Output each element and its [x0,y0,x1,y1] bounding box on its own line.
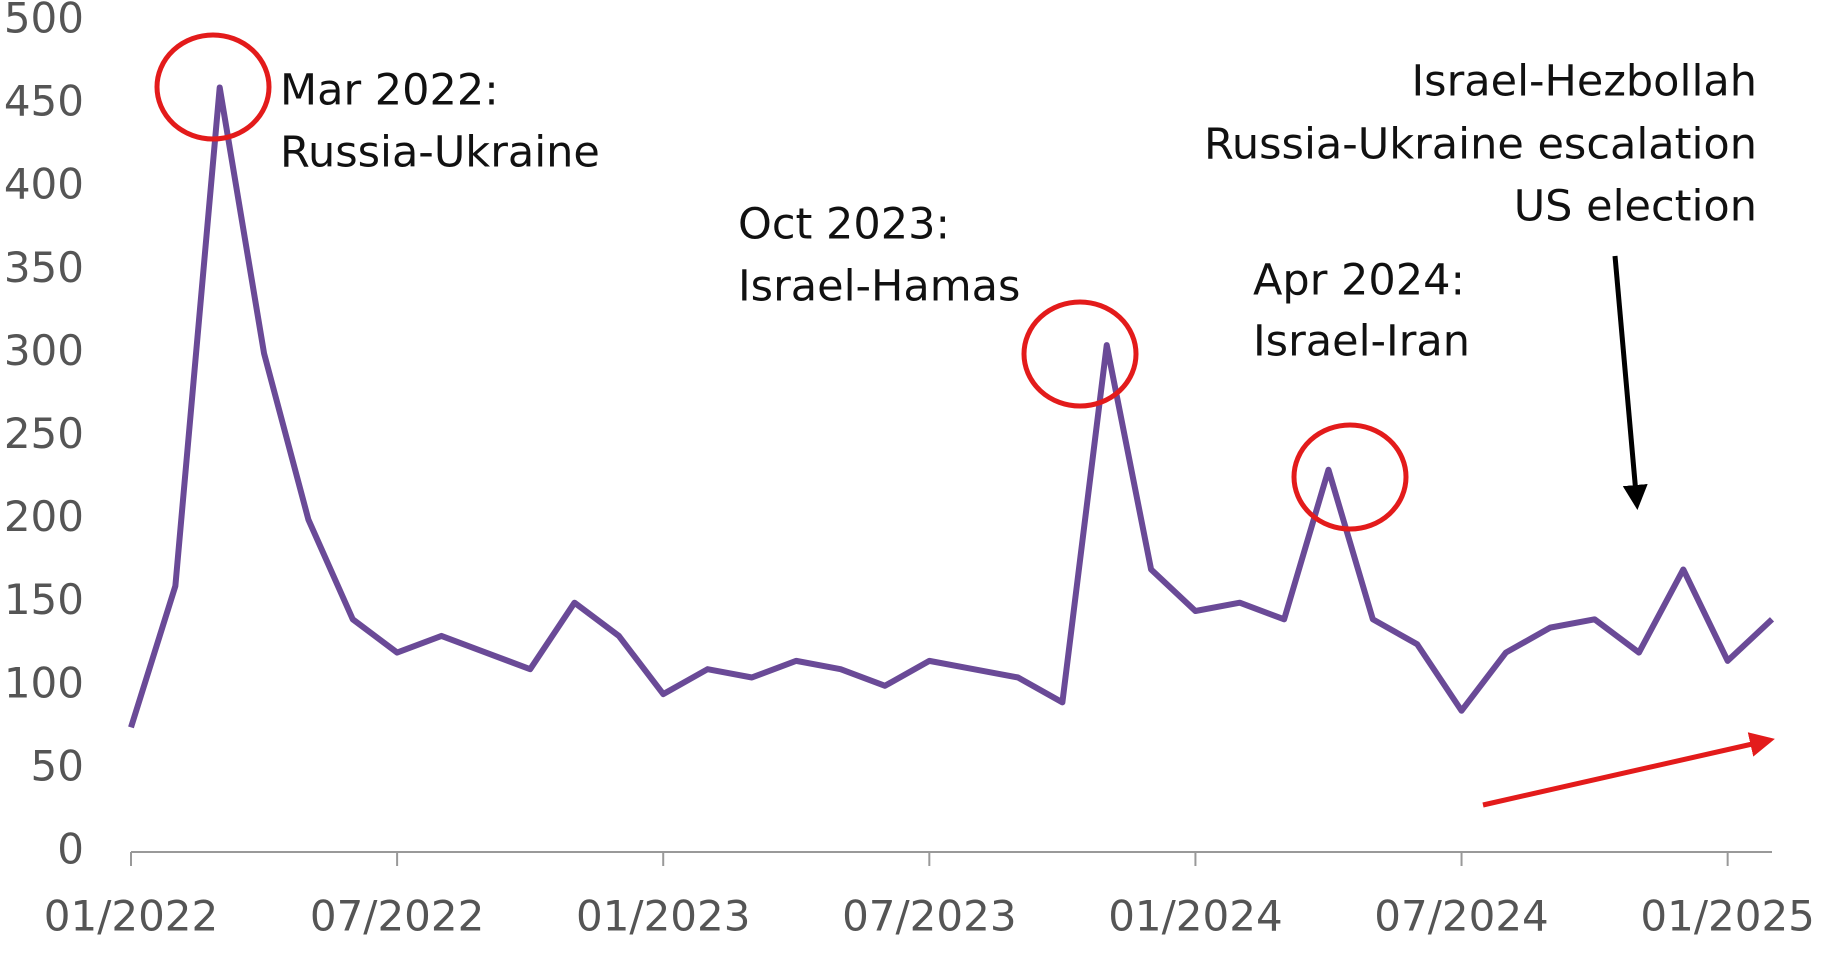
y-tick-label: 400 [4,160,84,209]
x-tick-label: 07/2024 [1374,892,1548,941]
y-tick-label: 350 [4,243,84,292]
x-tick-label: 01/2023 [576,892,750,941]
trend-arrow [1482,732,1775,808]
annotation: Israel-Hamas [738,262,1020,312]
plot-area: 0 50 100 150 200 250 300 350 400 450 500 01/2022 07/… [4,0,1815,941]
annotation: Russia-Ukraine [280,128,600,178]
annotation: Russia-Ukraine escalation [1204,120,1757,170]
annotation: US election [1514,182,1757,232]
annotation: Mar 2022: [280,66,499,116]
data-line [128,84,1775,729]
x-tick-label: 01/2024 [1108,892,1282,941]
annotation: Oct 2023: [738,200,950,250]
x-tick-label: 01/2025 [1640,892,1814,941]
y-tick-label: 300 [4,326,84,375]
y-tick-label: 500 [4,0,84,43]
y-tick-label: 100 [4,658,84,707]
annotation: Israel-Hezbollah [1412,57,1758,107]
y-tick-label: 450 [4,77,84,126]
highlight-circle [154,32,272,142]
highlight-circle [1021,299,1139,409]
x-tick-label: 01/2022 [44,892,218,941]
y-tick-label: 150 [4,575,84,624]
x-tick-label: 07/2022 [310,892,484,941]
highlight-circle [1291,422,1409,532]
y-tick-label: 50 [31,741,84,790]
y-tick-label: 200 [4,492,84,541]
y-tick-label: 250 [4,409,84,458]
annotation: Apr 2024: [1253,256,1465,306]
x-tick-label: 07/2023 [842,892,1016,941]
annotation: Israel-Iran [1253,317,1470,367]
y-tick-label: 0 [57,825,84,874]
pointer-arrow [1612,255,1648,510]
